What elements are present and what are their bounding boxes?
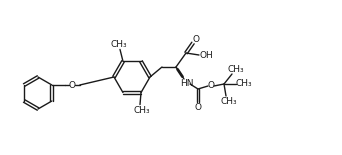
Text: CH₃: CH₃: [236, 78, 252, 88]
Text: O: O: [208, 82, 214, 91]
Text: O: O: [68, 80, 75, 89]
Text: O: O: [193, 35, 199, 44]
Text: O: O: [195, 104, 201, 113]
Text: CH₃: CH₃: [134, 106, 150, 115]
Text: OH: OH: [199, 51, 213, 60]
Text: CH₃: CH₃: [221, 97, 237, 106]
Text: CH₃: CH₃: [111, 40, 127, 49]
Text: CH₃: CH₃: [228, 66, 244, 75]
Text: HN: HN: [180, 78, 194, 88]
